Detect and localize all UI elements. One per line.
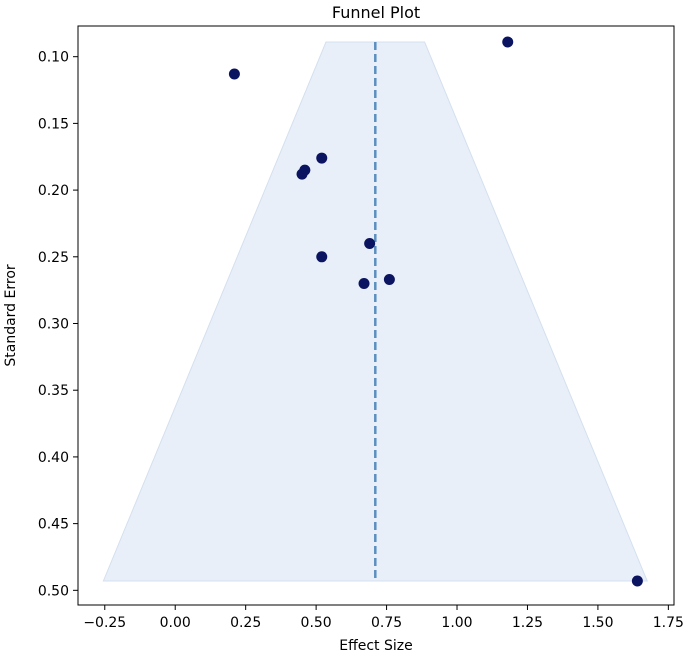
y-tick-label: 0.10 <box>38 50 69 66</box>
x-tick-label: 0.50 <box>301 615 332 631</box>
study-point <box>502 36 514 48</box>
study-point <box>631 575 643 587</box>
study-point <box>296 168 308 180</box>
y-tick-label: 0.25 <box>38 250 69 266</box>
y-tick-label: 0.35 <box>38 383 69 399</box>
study-point <box>228 68 240 80</box>
x-tick-label: 1.50 <box>582 615 613 631</box>
y-tick-label: 0.30 <box>38 317 69 333</box>
chart-title: Funnel Plot <box>332 3 420 22</box>
x-tick-label: 1.25 <box>512 615 543 631</box>
plot-area <box>102 36 648 587</box>
x-axis-ticks: −0.25 0.00 0.25 0.50 0.75 1.00 1.25 1.50 1.75 <box>83 605 684 631</box>
x-tick-label: 0.00 <box>160 615 191 631</box>
plot-frame <box>77 25 675 606</box>
x-tick-label: −0.25 <box>83 615 126 631</box>
y-tick-label: 0.45 <box>38 517 69 533</box>
x-tick-label: 1.75 <box>653 615 684 631</box>
y-tick-label: 0.15 <box>38 116 69 132</box>
study-point <box>316 152 328 164</box>
study-point <box>316 251 328 263</box>
x-tick-label: 0.75 <box>371 615 402 631</box>
x-tick-label: 0.25 <box>230 615 261 631</box>
study-point <box>364 237 376 249</box>
y-axis-ticks: 0.10 0.15 0.20 0.25 0.30 0.35 0.40 0.45 0.50 <box>38 50 78 599</box>
x-axis-label: Effect Size <box>339 638 412 654</box>
y-tick-label: 0.40 <box>38 450 69 466</box>
study-point <box>358 277 370 289</box>
x-tick-label: 1.00 <box>441 615 472 631</box>
y-tick-label: 0.20 <box>38 183 69 199</box>
y-tick-label: 0.50 <box>38 583 69 599</box>
y-axis-label: Standard Error <box>3 264 19 367</box>
study-point <box>383 273 395 285</box>
